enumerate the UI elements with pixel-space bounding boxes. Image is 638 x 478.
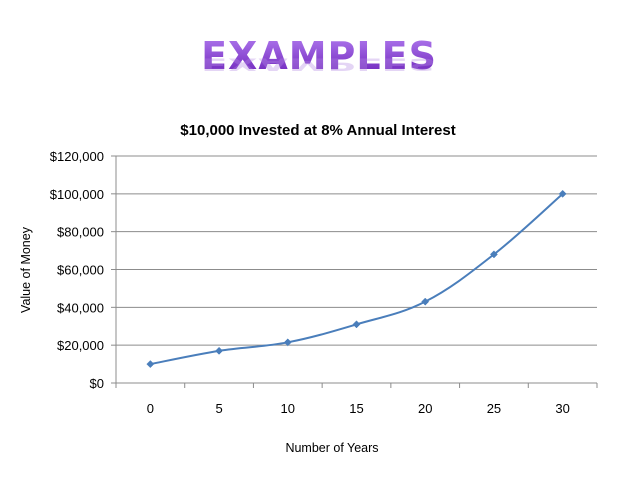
x-tick-label: 15 bbox=[349, 401, 363, 416]
series-line bbox=[150, 193, 564, 366]
x-tick-label: 20 bbox=[418, 401, 432, 416]
y-tick-labels: $0 $20,000 $40,000 $60,000 $80,000 $100,000 $1… bbox=[50, 149, 104, 391]
data-point-marker bbox=[489, 250, 498, 259]
data-point-marker bbox=[283, 338, 292, 347]
chart-title: $10,000 Invested at 8% Annual Interest bbox=[180, 122, 455, 139]
y-tick-label: $100,000 bbox=[50, 187, 104, 202]
x-tick-label: 10 bbox=[281, 401, 295, 416]
y-tick-label: $0 bbox=[90, 376, 104, 391]
y-tick-label: $20,000 bbox=[57, 338, 104, 353]
gridlines bbox=[116, 155, 597, 346]
data-point-marker bbox=[215, 346, 224, 355]
x-tick-label: 5 bbox=[215, 401, 222, 416]
data-point-marker bbox=[352, 320, 361, 329]
series bbox=[146, 189, 567, 369]
y-axis-label: Value of Money bbox=[19, 226, 33, 313]
y-tick-label: $60,000 bbox=[57, 263, 104, 278]
x-tick-label: 0 bbox=[147, 401, 154, 416]
data-point-marker bbox=[146, 360, 155, 369]
x-tick-label: 30 bbox=[555, 401, 569, 416]
data-point-marker bbox=[421, 297, 430, 306]
y-tick-label: $40,000 bbox=[57, 300, 104, 315]
axes bbox=[111, 155, 598, 388]
y-tick-label: $80,000 bbox=[57, 225, 104, 240]
slide-title: EXAMPLES bbox=[0, 34, 638, 78]
y-tick-label: $120,000 bbox=[50, 149, 104, 164]
x-axis-label: Number of Years bbox=[285, 441, 378, 455]
x-tick-label: 25 bbox=[487, 401, 501, 416]
x-tick-labels: 0 5 10 15 20 25 30 bbox=[147, 401, 570, 416]
data-point-marker bbox=[558, 189, 567, 198]
